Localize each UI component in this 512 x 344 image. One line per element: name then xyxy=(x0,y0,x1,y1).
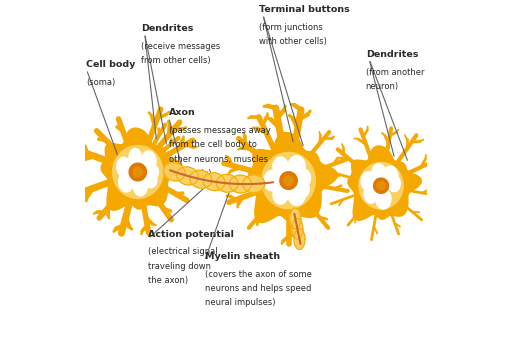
Text: (covers the axon of some: (covers the axon of some xyxy=(205,270,311,279)
Polygon shape xyxy=(348,146,421,220)
Polygon shape xyxy=(376,189,391,209)
Polygon shape xyxy=(290,208,301,229)
Text: (passes messages away: (passes messages away xyxy=(168,126,270,135)
Polygon shape xyxy=(177,167,198,185)
Polygon shape xyxy=(284,176,293,185)
Text: or glands): or glands) xyxy=(168,169,211,178)
Polygon shape xyxy=(101,128,182,210)
Polygon shape xyxy=(361,172,376,191)
Polygon shape xyxy=(248,132,337,222)
Text: the axon): the axon) xyxy=(148,276,188,285)
Polygon shape xyxy=(388,175,400,192)
Polygon shape xyxy=(129,163,146,181)
Polygon shape xyxy=(163,163,185,181)
Text: Cell body: Cell body xyxy=(87,60,136,69)
Polygon shape xyxy=(133,167,142,177)
Polygon shape xyxy=(190,170,211,188)
Polygon shape xyxy=(295,180,309,197)
Polygon shape xyxy=(288,156,305,178)
Text: Dendrites: Dendrites xyxy=(141,24,194,33)
Text: (electrical signal: (electrical signal xyxy=(148,247,218,256)
Polygon shape xyxy=(372,164,386,182)
Text: with other cells): with other cells) xyxy=(260,37,327,46)
Polygon shape xyxy=(364,185,378,203)
Text: from other cells): from other cells) xyxy=(141,56,211,65)
Polygon shape xyxy=(134,178,147,196)
Text: traveling down: traveling down xyxy=(148,262,211,271)
Polygon shape xyxy=(262,152,315,209)
Polygon shape xyxy=(229,175,251,193)
Polygon shape xyxy=(292,218,303,239)
Text: (soma): (soma) xyxy=(87,78,116,87)
Text: Dendrites: Dendrites xyxy=(366,50,418,59)
Text: Myelin sheath: Myelin sheath xyxy=(205,252,280,261)
Text: neural impulses): neural impulses) xyxy=(205,299,275,308)
Polygon shape xyxy=(374,178,389,193)
Polygon shape xyxy=(264,170,281,191)
Text: Action potential: Action potential xyxy=(148,230,234,239)
Polygon shape xyxy=(117,157,131,176)
Polygon shape xyxy=(377,182,385,190)
Polygon shape xyxy=(383,166,398,186)
Polygon shape xyxy=(147,164,158,180)
Polygon shape xyxy=(119,171,134,192)
Text: neuron): neuron) xyxy=(366,82,399,91)
Text: neurons and helps speed: neurons and helps speed xyxy=(205,284,311,293)
Text: Axon: Axon xyxy=(168,108,196,117)
Text: (form junctions: (form junctions xyxy=(260,23,323,32)
Text: other neurons, muscles,: other neurons, muscles, xyxy=(168,154,270,164)
Polygon shape xyxy=(129,149,141,166)
Text: (from another: (from another xyxy=(366,67,424,77)
Polygon shape xyxy=(145,171,157,188)
Polygon shape xyxy=(294,229,305,249)
Polygon shape xyxy=(273,157,288,176)
Polygon shape xyxy=(288,183,305,205)
Polygon shape xyxy=(280,172,297,190)
Text: Terminal buttons: Terminal buttons xyxy=(260,6,350,14)
Polygon shape xyxy=(359,162,403,209)
Polygon shape xyxy=(243,175,265,193)
Text: (receive messages: (receive messages xyxy=(141,42,221,51)
Polygon shape xyxy=(141,151,156,172)
Polygon shape xyxy=(203,173,225,191)
Polygon shape xyxy=(216,174,238,192)
Polygon shape xyxy=(273,185,288,204)
Polygon shape xyxy=(113,146,163,198)
Polygon shape xyxy=(298,170,311,186)
Text: from the cell body to: from the cell body to xyxy=(168,140,257,149)
